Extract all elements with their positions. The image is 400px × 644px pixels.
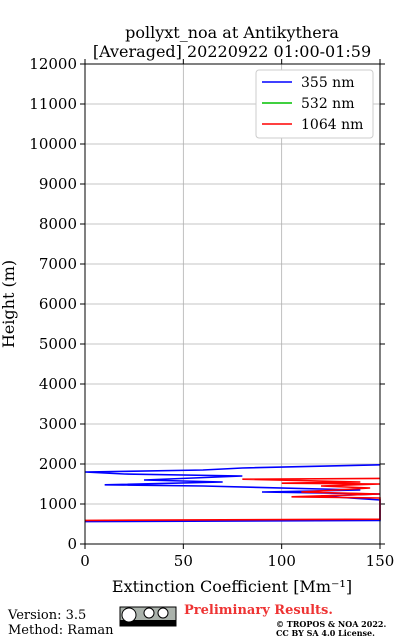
- y-tick-label: 4000: [39, 375, 77, 393]
- cc-badge: [119, 606, 177, 627]
- y-tick-label: 2000: [39, 455, 77, 473]
- x-tick-label: 100: [267, 552, 296, 570]
- y-tick-label: 8000: [39, 215, 77, 233]
- legend-label: 1064 nm: [301, 117, 363, 133]
- y-tick-label: 5000: [39, 335, 77, 353]
- x-tick-label: 50: [174, 552, 193, 570]
- chart-title: pollyxt_noa at Antikythera: [125, 23, 339, 42]
- version: Version: 3.5: [7, 608, 86, 623]
- legend-box: [255, 69, 374, 139]
- y-axis-label: Height (m): [0, 260, 18, 348]
- x-tick-label: 0: [80, 552, 90, 570]
- license: CC BY SA 4.0 License.: [276, 628, 375, 638]
- y-tick-label: 10000: [29, 135, 77, 153]
- y-tick-label: 6000: [39, 295, 77, 313]
- status: Preliminary Results.: [184, 603, 333, 618]
- y-tick-label: 1000: [39, 495, 77, 513]
- y-tick-label: 3000: [39, 415, 77, 433]
- x-axis-label: Extinction Coefficient [Mm⁻¹]: [112, 577, 352, 596]
- y-tick-label: 11000: [29, 95, 77, 113]
- y-tick-label: 9000: [39, 175, 77, 193]
- copyright: © TROPOS & NOA 2022.: [276, 619, 386, 629]
- y-tick-label: 7000: [39, 255, 77, 273]
- legend-label: 355 nm: [301, 75, 354, 91]
- plot-frame: [84, 63, 381, 545]
- y-tick-label: 0: [67, 535, 77, 553]
- legend-label: 532 nm: [301, 96, 354, 112]
- y-tick-label: 12000: [29, 55, 77, 73]
- chart-subtitle: [Averaged] 20220922 01:00-01:59: [93, 42, 371, 61]
- x-tick-label: 150: [366, 552, 395, 570]
- method: Method: Raman: [8, 623, 114, 638]
